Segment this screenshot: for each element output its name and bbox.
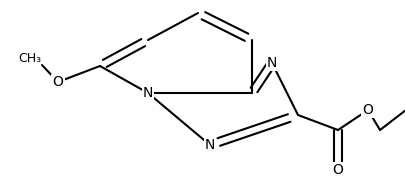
Text: CH₃: CH₃ (18, 52, 41, 64)
Text: N: N (143, 86, 153, 100)
Text: O: O (52, 75, 63, 89)
Text: N: N (204, 138, 215, 152)
Text: N: N (266, 56, 277, 70)
Text: O: O (362, 103, 373, 117)
Text: O: O (332, 163, 343, 177)
